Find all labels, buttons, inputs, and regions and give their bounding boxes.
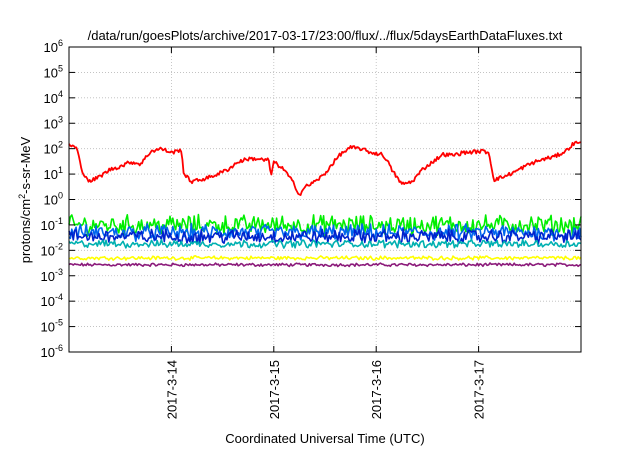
y-tick-base: 10 <box>44 142 58 157</box>
y-tick-base: 10 <box>41 345 55 360</box>
y-axis-label-main: protons/cm <box>18 199 33 263</box>
grid <box>69 47 581 352</box>
y-tick-label: 104 <box>44 89 63 106</box>
y-tick-base: 10 <box>44 167 58 182</box>
y-tick-label: 100 <box>44 191 63 208</box>
y-tick-exponent: -1 <box>55 216 63 226</box>
series-line <box>68 238 582 249</box>
tick-labels: 10-610-510-410-310-210-11001011021031041… <box>41 38 487 419</box>
chart-title: /data/run/goesPlots/archive/2017-03-17/2… <box>88 28 563 43</box>
y-tick-base: 10 <box>44 91 58 106</box>
plot-frame <box>68 46 582 353</box>
y-tick-label: 10-4 <box>41 292 63 309</box>
y-axis-label-rest: -s-sr-MeV <box>18 136 33 193</box>
y-tick-base: 10 <box>44 116 58 131</box>
y-tick-exponent: -3 <box>55 267 63 277</box>
y-tick-base: 10 <box>41 294 55 309</box>
y-tick-label: 105 <box>44 63 63 80</box>
y-axis-label: protons/cm2-s-sr-MeV <box>17 136 33 263</box>
y-tick-exponent: 0 <box>58 191 63 201</box>
y-tick-base: 10 <box>44 193 58 208</box>
series-line <box>68 228 582 245</box>
y-tick-label: 101 <box>44 165 63 182</box>
y-tick-exponent: -4 <box>55 292 63 302</box>
y-tick-label: 10-2 <box>41 241 63 258</box>
y-tick-exponent: 1 <box>58 165 63 175</box>
series-line <box>68 222 582 243</box>
y-tick-label: 10-5 <box>41 318 63 335</box>
y-tick-label: 106 <box>44 38 63 55</box>
y-tick-exponent: 3 <box>58 114 63 124</box>
y-tick-exponent: 2 <box>58 140 63 150</box>
y-tick-base: 10 <box>44 40 58 55</box>
y-tick-exponent: -6 <box>55 343 63 353</box>
y-tick-label: 103 <box>44 114 63 131</box>
x-tick-label: 2017-3-14 <box>164 360 179 419</box>
series-line <box>68 255 582 261</box>
y-tick-exponent: 4 <box>58 89 63 99</box>
x-tick-label: 2017-3-17 <box>472 360 487 419</box>
y-tick-base: 10 <box>41 320 55 335</box>
series-line <box>68 140 582 196</box>
y-tick-label: 10-6 <box>41 343 63 360</box>
y-tick-exponent: -5 <box>55 318 63 328</box>
y-tick-label: 10-1 <box>41 216 63 233</box>
y-tick-exponent: -2 <box>55 241 63 251</box>
y-tick-label: 102 <box>44 140 63 157</box>
series-line <box>68 262 582 268</box>
x-axis-label: Coordinated Universal Time (UTC) <box>225 431 424 446</box>
y-tick-base: 10 <box>41 243 55 258</box>
x-tick-label: 2017-3-15 <box>267 360 282 419</box>
y-tick-base: 10 <box>44 65 58 80</box>
y-axis-label-sup: 2 <box>17 194 27 199</box>
x-tick-label: 2017-3-16 <box>369 360 384 419</box>
y-tick-base: 10 <box>41 218 55 233</box>
y-tick-base: 10 <box>41 269 55 284</box>
y-tick-exponent: 5 <box>58 63 63 73</box>
series-layer <box>68 140 582 268</box>
y-tick-label: 10-3 <box>41 267 63 284</box>
y-tick-exponent: 6 <box>58 38 63 48</box>
